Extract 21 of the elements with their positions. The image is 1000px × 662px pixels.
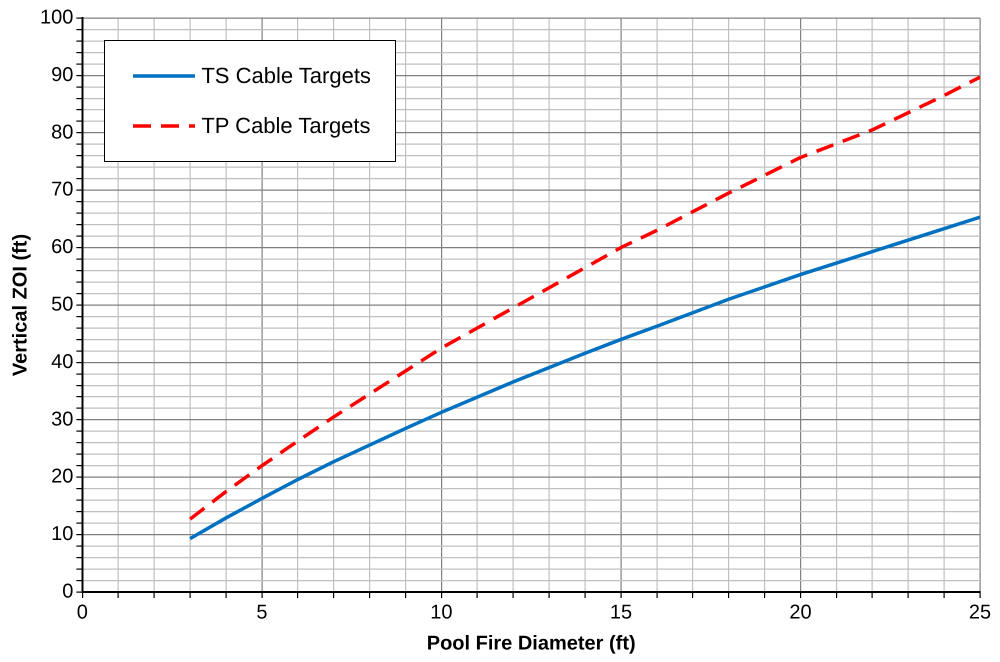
- y-tick-label: 10: [51, 523, 74, 546]
- y-tick-label: 20: [51, 466, 74, 488]
- y-tick-label: 40: [51, 350, 74, 373]
- x-tick-label: 10: [430, 602, 453, 624]
- legend-label: TP Cable Targets: [201, 113, 371, 139]
- x-tick-label: 5: [256, 602, 268, 624]
- x-tick-label: 15: [610, 602, 632, 624]
- y-tick-label: 0: [62, 580, 74, 603]
- legend-label: TS Cable Targets: [201, 63, 371, 89]
- y-tick-label: 100: [40, 6, 74, 29]
- y-tick-label: 90: [51, 64, 74, 86]
- x-tick-label: 25: [968, 602, 992, 624]
- y-tick-label: 50: [51, 294, 74, 316]
- y-tick-label: 30: [51, 408, 74, 430]
- y-tick-label: 80: [51, 121, 74, 144]
- x-tick-label: 20: [789, 602, 812, 624]
- x-tick-label: 0: [76, 602, 88, 624]
- y-tick-label: 70: [51, 178, 74, 201]
- y-axis-title: Vertical ZOI (ft): [10, 234, 32, 376]
- x-axis-title: Pool Fire Diameter (ft): [426, 632, 636, 655]
- y-tick-label: 60: [51, 236, 74, 258]
